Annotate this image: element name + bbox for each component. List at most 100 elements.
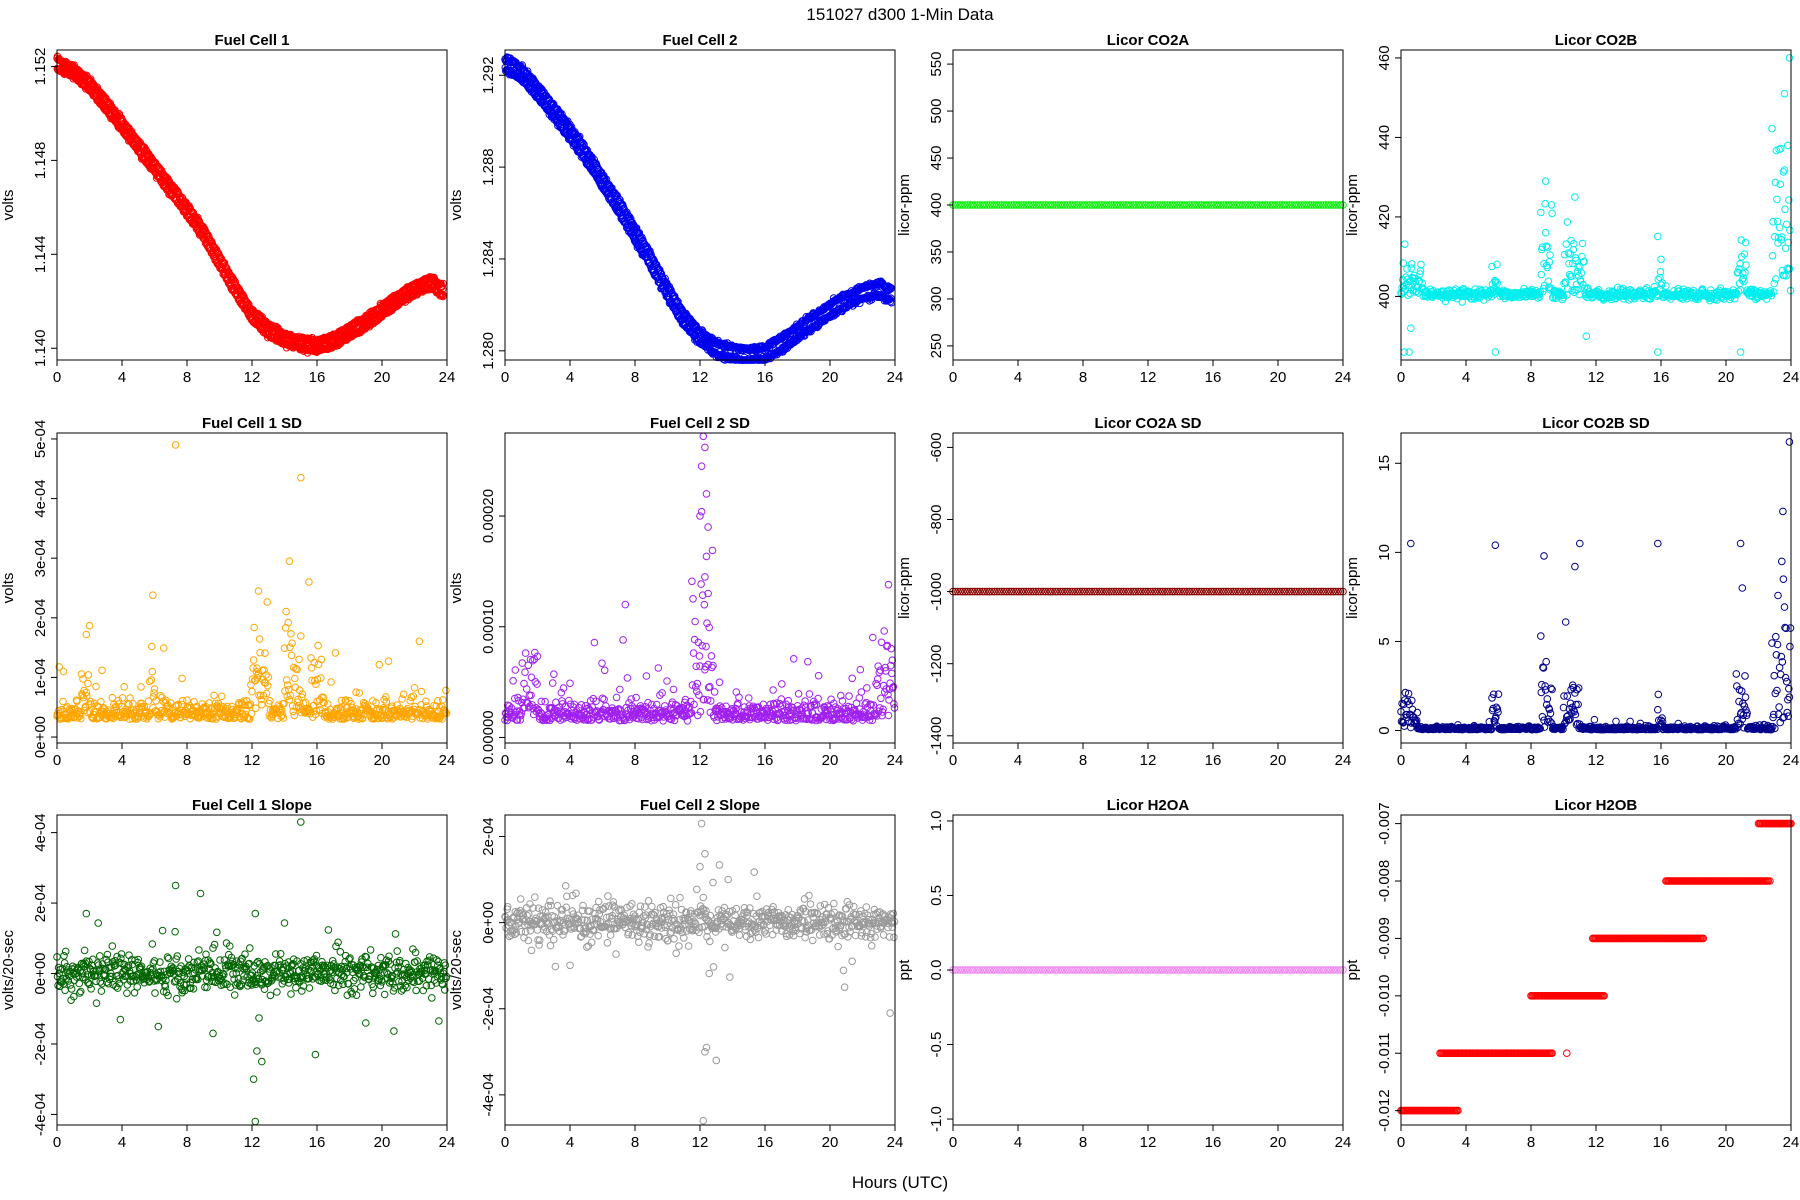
x-tick-label: 16 bbox=[309, 369, 326, 386]
x-tick-label: 24 bbox=[1335, 369, 1352, 386]
data-point bbox=[1491, 348, 1500, 356]
data-point bbox=[550, 670, 558, 679]
data-point bbox=[1742, 261, 1750, 269]
data-point bbox=[287, 630, 295, 638]
data-point bbox=[148, 667, 157, 676]
panel-5: Fuel Cell 1 SD0 4 8 12 16 20 240e+001e-042e-04… bbox=[0, 415, 455, 769]
y-tick-label: 5e-04 bbox=[32, 420, 49, 458]
plot-frame bbox=[952, 49, 1344, 361]
panel-title: Fuel Cell 1 bbox=[214, 32, 289, 49]
y-tick-label: 420 bbox=[1376, 204, 1393, 229]
data-point bbox=[552, 698, 560, 707]
x-tick-label: 20 bbox=[1718, 369, 1735, 386]
data-point bbox=[598, 659, 606, 668]
data-point bbox=[619, 636, 627, 644]
data-point bbox=[410, 684, 419, 692]
data-point bbox=[689, 595, 697, 603]
panels: Fuel Cell 10 4 8 12 16 20 241.1401.1441.1481.1… bbox=[0, 32, 1799, 1151]
data-point bbox=[250, 623, 258, 632]
x-tick-label: 8 bbox=[183, 369, 191, 386]
x-tick-label: 0 bbox=[53, 752, 61, 769]
data-point bbox=[287, 651, 296, 660]
data-point bbox=[149, 591, 157, 600]
data-points bbox=[501, 432, 899, 725]
y-tick-label: 500 bbox=[928, 99, 945, 124]
data-point bbox=[331, 649, 340, 657]
data-point bbox=[159, 644, 168, 652]
x-tick-label: 4 bbox=[566, 369, 574, 386]
data-point bbox=[1537, 208, 1545, 217]
data-point bbox=[297, 473, 305, 482]
x-tick-label: 24 bbox=[439, 369, 456, 386]
data-point bbox=[305, 578, 313, 586]
data-point bbox=[147, 676, 156, 684]
x-tick-label: 0 bbox=[53, 369, 61, 386]
x-tick-label: 8 bbox=[631, 369, 639, 386]
panel-2: Fuel Cell 20 4 8 12 16 20 241.2801.2841.2881.2… bbox=[448, 32, 903, 386]
data-point bbox=[1781, 205, 1789, 214]
x-tick-label: 0 bbox=[501, 369, 509, 386]
data-point bbox=[171, 441, 180, 449]
x-tick-label: 12 bbox=[244, 369, 261, 386]
y-tick-label: 1.148 bbox=[32, 142, 49, 180]
y-tick-label: 350 bbox=[928, 239, 945, 264]
data-point bbox=[210, 691, 218, 700]
panel-title: Licor CO2A bbox=[1107, 32, 1190, 49]
y-tick-label: 450 bbox=[928, 146, 945, 171]
data-points bbox=[501, 53, 896, 364]
data-point bbox=[548, 679, 557, 687]
y-tick-label: 550 bbox=[928, 52, 945, 77]
y-tick-label: 440 bbox=[1376, 125, 1393, 150]
y-axis-label: licor-ppm bbox=[896, 174, 913, 236]
data-point bbox=[663, 677, 671, 685]
data-points bbox=[53, 441, 451, 723]
data-point bbox=[87, 75, 95, 83]
data-point bbox=[688, 577, 696, 586]
data-point bbox=[522, 685, 531, 693]
panel-title: Fuel Cell 1 SD bbox=[202, 415, 302, 432]
data-point bbox=[1654, 348, 1662, 356]
data-point bbox=[1773, 195, 1781, 204]
data-point bbox=[521, 668, 529, 677]
data-point bbox=[415, 637, 424, 646]
x-tick-label: 24 bbox=[439, 752, 456, 769]
data-point bbox=[290, 711, 299, 720]
data-point bbox=[509, 677, 517, 685]
y-tick-label: 1.292 bbox=[480, 56, 497, 94]
data-point bbox=[654, 664, 663, 672]
y-tick-label: 300 bbox=[928, 286, 945, 311]
panel-title: Fuel Cell 2 SD bbox=[650, 415, 750, 432]
data-point bbox=[92, 682, 100, 691]
data-point bbox=[255, 635, 264, 643]
x-tick-label: 0 bbox=[949, 369, 957, 386]
x-tick-label: 8 bbox=[1527, 369, 1535, 386]
data-point bbox=[612, 693, 621, 702]
data-point bbox=[527, 673, 536, 682]
data-point bbox=[1582, 332, 1591, 341]
data-point bbox=[234, 284, 243, 293]
data-point bbox=[327, 678, 335, 686]
data-point bbox=[120, 683, 128, 691]
data-point bbox=[291, 674, 299, 683]
data-point bbox=[623, 674, 632, 682]
data-point bbox=[566, 679, 574, 688]
y-tick-label: 1.284 bbox=[480, 240, 497, 278]
y-tick-label: 1.152 bbox=[32, 48, 49, 86]
data-point bbox=[409, 692, 418, 701]
data-points bbox=[949, 201, 1347, 209]
data-point bbox=[84, 671, 93, 679]
data-point bbox=[1537, 270, 1546, 279]
data-point bbox=[263, 598, 272, 606]
data-point bbox=[1417, 260, 1425, 269]
x-tick-label: 20 bbox=[374, 369, 391, 386]
x-tick-label: 24 bbox=[887, 369, 904, 386]
y-tick-label: 3e-04 bbox=[32, 539, 49, 577]
panel-title: Fuel Cell 2 bbox=[662, 32, 737, 49]
data-point bbox=[314, 641, 322, 650]
data-points bbox=[1397, 54, 1795, 356]
y-axis-label: volts bbox=[448, 190, 465, 221]
data-point bbox=[1578, 239, 1587, 248]
x-tick-label: 16 bbox=[1653, 369, 1670, 386]
